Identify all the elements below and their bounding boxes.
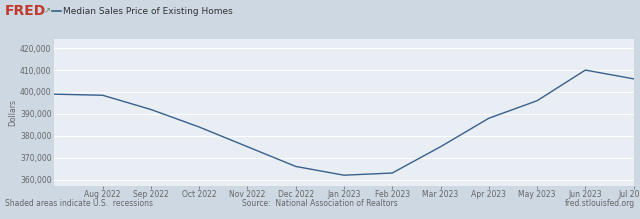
Text: FRED: FRED (5, 4, 46, 18)
Text: Source:  National Association of Realtors: Source: National Association of Realtors (242, 199, 398, 208)
Text: Median Sales Price of Existing Homes: Median Sales Price of Existing Homes (63, 7, 232, 16)
Text: ↗: ↗ (44, 7, 51, 16)
Text: fred.stlouisfed.org: fred.stlouisfed.org (564, 199, 635, 208)
Text: Shaded areas indicate U.S.  recessions: Shaded areas indicate U.S. recessions (5, 199, 153, 208)
Y-axis label: Dollars: Dollars (8, 99, 17, 126)
